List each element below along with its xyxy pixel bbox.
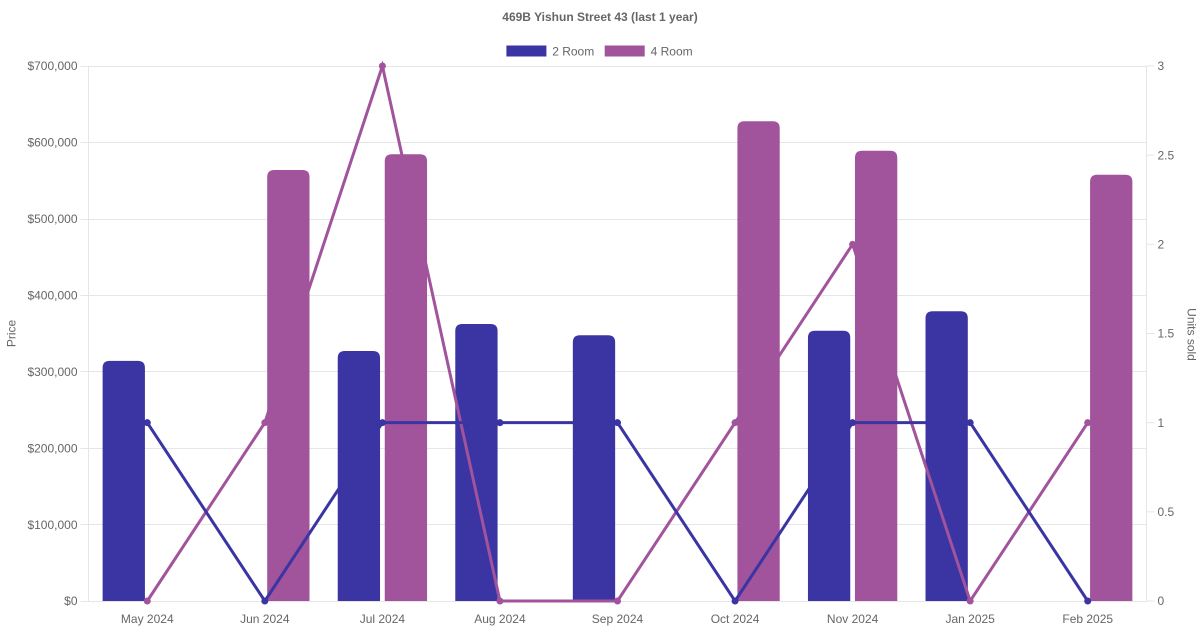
svg-text:2: 2: [1158, 238, 1165, 252]
svg-text:$500,000: $500,000: [27, 212, 77, 226]
svg-text:Aug 2024: Aug 2024: [474, 612, 526, 626]
svg-text:May 2024: May 2024: [121, 612, 174, 626]
svg-text:Jan 2025: Jan 2025: [945, 612, 995, 626]
svg-text:1.5: 1.5: [1158, 327, 1175, 341]
svg-text:Feb 2025: Feb 2025: [1062, 612, 1113, 626]
svg-text:Units sold: Units sold: [1185, 308, 1199, 361]
svg-text:2.5: 2.5: [1158, 148, 1175, 162]
svg-text:$300,000: $300,000: [27, 365, 77, 379]
svg-text:Nov 2024: Nov 2024: [827, 612, 879, 626]
svg-text:Price: Price: [5, 320, 19, 348]
svg-text:$700,000: $700,000: [27, 59, 77, 73]
svg-text:Jul 2024: Jul 2024: [360, 612, 406, 626]
svg-text:$400,000: $400,000: [27, 288, 77, 302]
svg-text:Sep 2024: Sep 2024: [592, 612, 644, 626]
svg-text:$0: $0: [64, 594, 78, 608]
svg-text:2 Room: 2 Room: [552, 45, 594, 59]
svg-text:0.5: 0.5: [1158, 505, 1175, 519]
svg-text:3: 3: [1158, 59, 1165, 73]
svg-text:$600,000: $600,000: [27, 136, 77, 150]
svg-text:4 Room: 4 Room: [651, 45, 693, 59]
svg-text:1: 1: [1158, 416, 1165, 430]
svg-text:Oct 2024: Oct 2024: [711, 612, 760, 626]
svg-text:$200,000: $200,000: [27, 441, 77, 455]
svg-text:$100,000: $100,000: [27, 518, 77, 532]
svg-text:0: 0: [1158, 594, 1165, 608]
svg-text:Jun 2024: Jun 2024: [240, 612, 290, 626]
svg-text:469B Yishun Street 43 (last 1: 469B Yishun Street 43 (last 1 year): [502, 10, 697, 24]
